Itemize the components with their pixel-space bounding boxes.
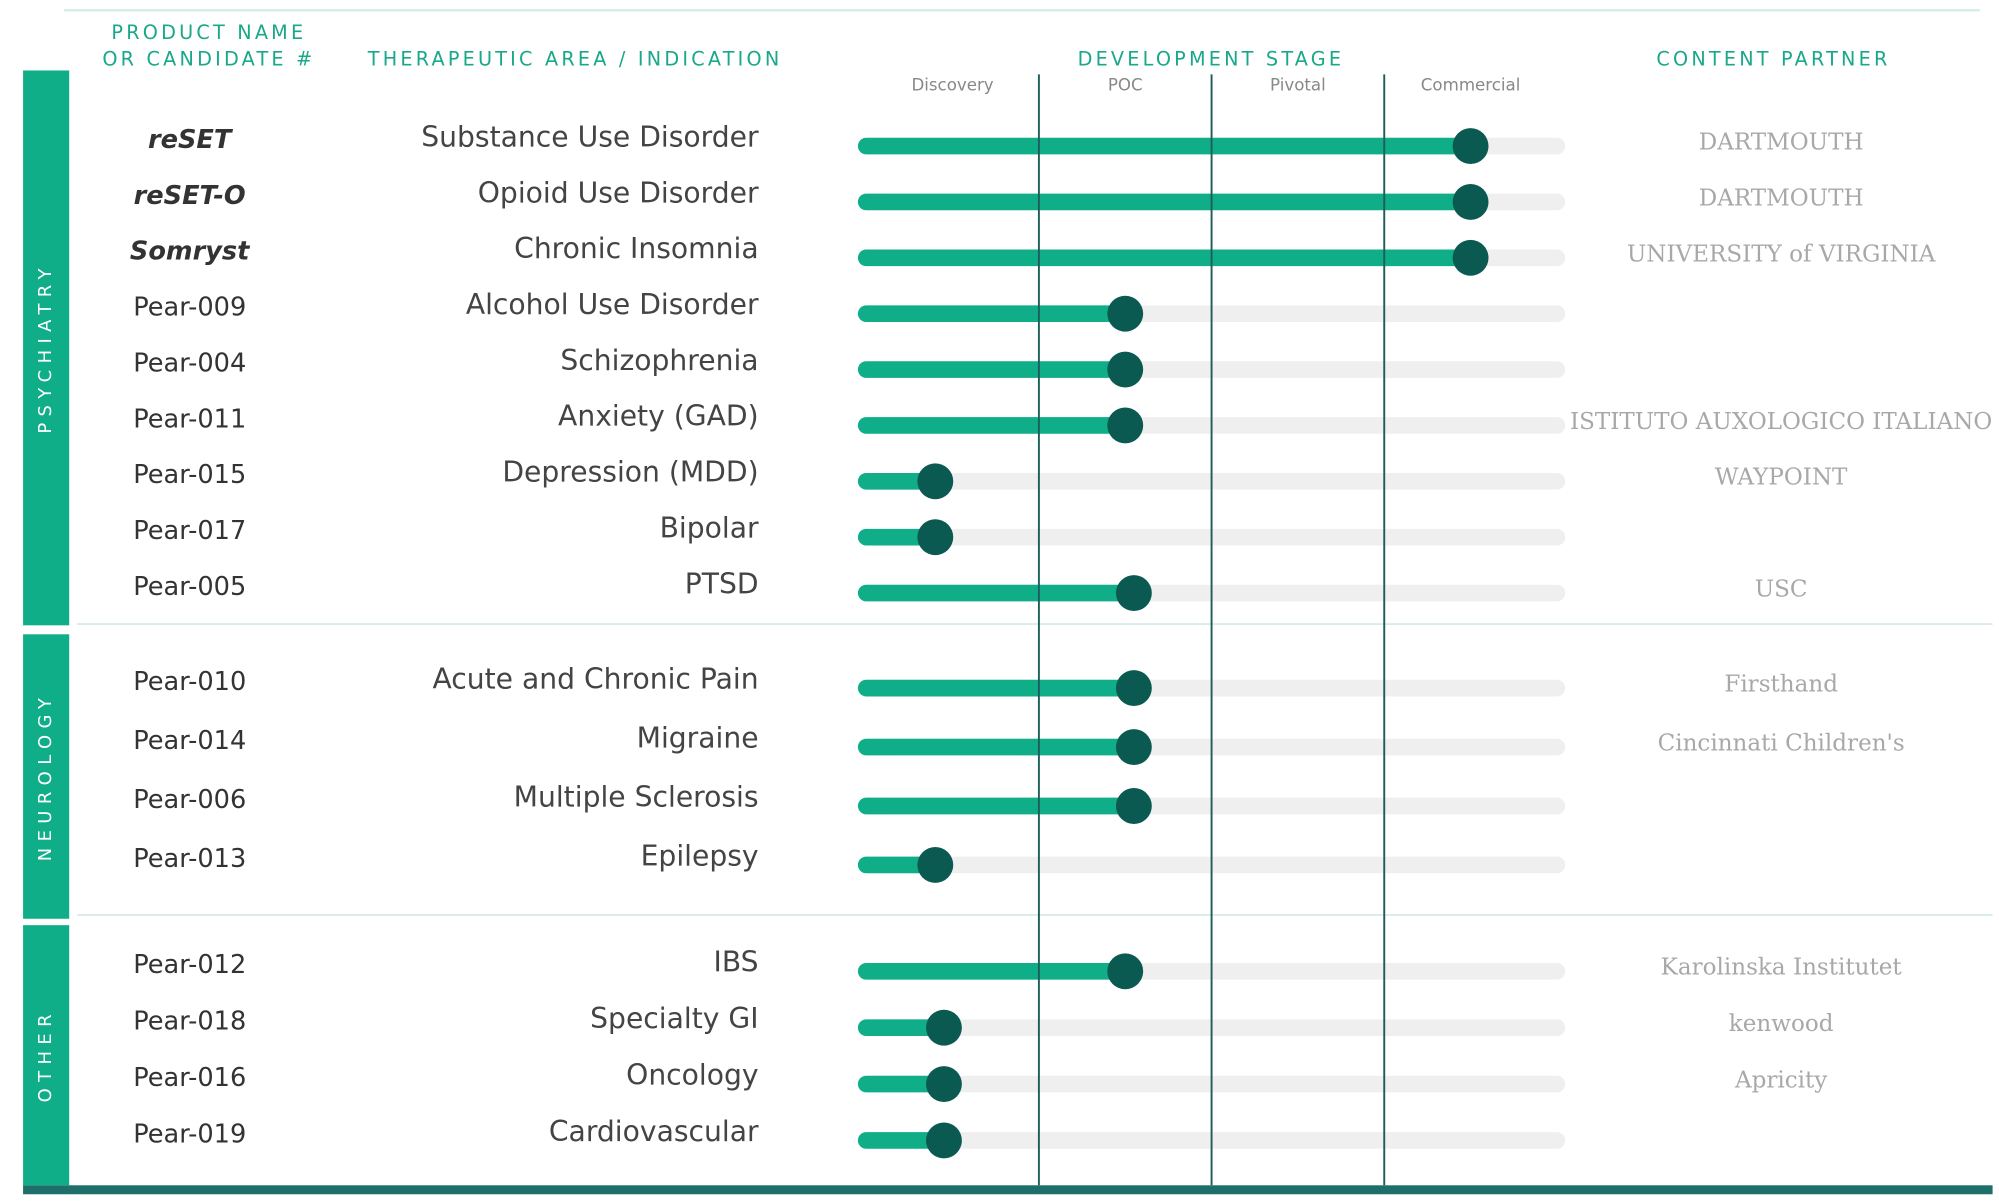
progress-dot <box>925 1066 962 1103</box>
product-name: Pear-010 <box>133 667 246 697</box>
indication: Migraine <box>637 721 759 754</box>
progress-dot <box>925 1009 962 1046</box>
product-name: Pear-004 <box>133 348 246 378</box>
indication: Acute and Chronic Pain <box>432 662 758 695</box>
progress-dot <box>1115 575 1152 611</box>
content-partner: WAYPOINT <box>1715 465 1848 491</box>
indication: Schizophrenia <box>560 344 758 377</box>
progress-dot <box>917 519 954 556</box>
group-label: PSYCHIATRY <box>35 262 56 434</box>
product-name: Pear-005 <box>133 572 246 602</box>
indication: Anxiety (GAD) <box>558 400 759 433</box>
product-name: Somryst <box>130 237 251 267</box>
content-partner: ISTITUTO AUXOLOGICO ITALIANO <box>1570 409 1992 435</box>
stage-label: POC <box>1108 75 1143 94</box>
indication: Bipolar <box>660 511 759 544</box>
content-partner: DARTMOUTH <box>1699 185 1864 211</box>
product-name: Pear-009 <box>133 293 246 323</box>
header: THERAPEUTIC AREA / INDICATION <box>367 48 783 71</box>
content-partner: DARTMOUTH <box>1699 130 1864 156</box>
product-name: Pear-016 <box>133 1063 246 1093</box>
indication: IBS <box>714 946 759 979</box>
product-name: Pear-019 <box>133 1119 246 1149</box>
bottom-rule <box>23 1185 1993 1195</box>
product-name: Pear-015 <box>133 460 246 490</box>
indication: Oncology <box>626 1058 758 1091</box>
content-partner: Cincinnati Children's <box>1658 730 1905 756</box>
product-name: Pear-013 <box>133 844 246 874</box>
product-name: Pear-014 <box>133 726 246 756</box>
group-band <box>23 634 70 919</box>
content-partner: Apricity <box>1734 1067 1827 1093</box>
header: DEVELOPMENT STAGE <box>1078 48 1345 71</box>
stage-label: Discovery <box>911 75 993 94</box>
group-label: OTHER <box>35 1008 56 1102</box>
progress-dot <box>1115 670 1152 707</box>
progress-dot <box>925 1122 962 1159</box>
product-name: Pear-017 <box>133 516 246 546</box>
header: OR CANDIDATE # <box>102 48 315 71</box>
header: PRODUCT NAME <box>111 21 306 44</box>
product-name: reSET <box>148 125 234 155</box>
content-partner: kenwood <box>1729 1011 1834 1037</box>
indication: Multiple Sclerosis <box>514 780 759 813</box>
indication: Specialty GI <box>590 1002 758 1035</box>
content-partner: UNIVERSITY of VIRGINIA <box>1627 241 1936 267</box>
progress-dot <box>1107 295 1144 332</box>
progress-dot <box>1115 729 1152 765</box>
product-name: Pear-006 <box>133 785 246 815</box>
indication: Alcohol Use Disorder <box>466 288 759 321</box>
progress-dot <box>1452 184 1489 220</box>
progress-dot <box>1107 407 1144 444</box>
progress-dot <box>917 463 954 500</box>
indication: PTSD <box>685 567 759 600</box>
indication: Chronic Insomnia <box>514 232 758 265</box>
progress-dot <box>917 847 954 883</box>
product-name: Pear-018 <box>133 1007 246 1037</box>
stage-label: Pivotal <box>1270 75 1326 94</box>
indication: Epilepsy <box>641 839 759 872</box>
progress-dot <box>1452 239 1489 276</box>
group-band <box>23 925 70 1186</box>
indication: Depression (MDD) <box>502 456 758 489</box>
indication: Opioid Use Disorder <box>478 176 759 209</box>
indication: Substance Use Disorder <box>421 120 759 153</box>
header: CONTENT PARTNER <box>1656 48 1890 71</box>
content-partner: Firsthand <box>1724 672 1838 698</box>
product-name: Pear-011 <box>133 404 246 434</box>
progress-dot <box>1107 351 1144 388</box>
content-partner: Karolinska Institutet <box>1661 955 1903 981</box>
stage-label: Commercial <box>1421 75 1521 94</box>
progress-dot <box>1452 128 1489 165</box>
product-name: reSET-O <box>134 181 246 211</box>
progress-dot <box>1115 788 1152 824</box>
indication: Cardiovascular <box>549 1115 759 1148</box>
product-name: Pear-012 <box>133 950 246 980</box>
content-partner: USC <box>1755 576 1808 602</box>
group-band <box>23 70 70 626</box>
progress-dot <box>1107 953 1144 990</box>
group-label: NEUROLOGY <box>35 692 56 861</box>
